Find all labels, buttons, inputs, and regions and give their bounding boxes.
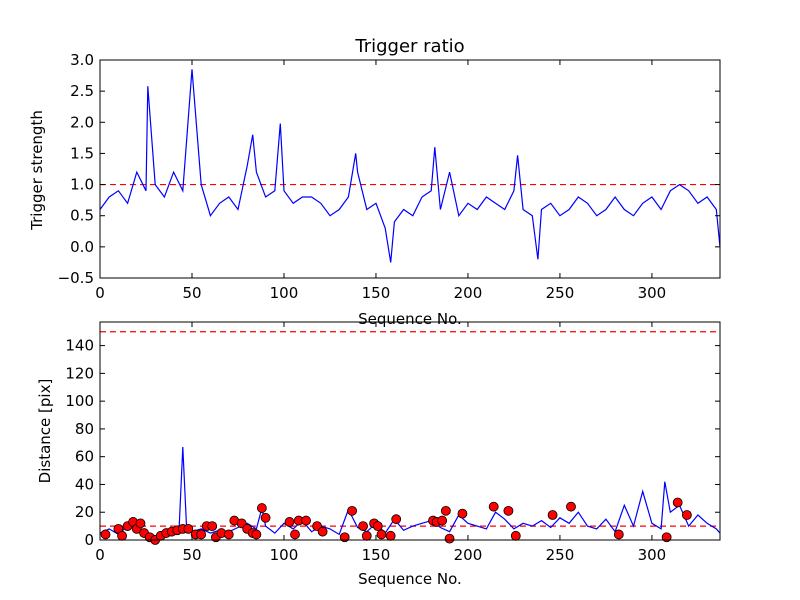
x-tick-label: 100 xyxy=(270,546,299,564)
data-point xyxy=(613,529,624,540)
plot-area: 0 50 100 150 200 250 300 0 20 40 60 80 100 120 140 xyxy=(65,321,721,564)
y-tick-label: 1.0 xyxy=(70,176,94,194)
data-point xyxy=(566,501,576,512)
y-tick-label: 2.5 xyxy=(70,82,94,100)
x-tick-label: 0 xyxy=(95,546,105,564)
y-tick-label: −0.5 xyxy=(58,269,94,287)
y-tick-label: 1.5 xyxy=(70,144,94,162)
data-point xyxy=(376,529,387,540)
data-point xyxy=(385,530,396,541)
data-point xyxy=(437,515,448,526)
y-tick-label: 60 xyxy=(75,448,94,466)
data-point xyxy=(207,521,218,532)
data-point xyxy=(135,518,146,529)
y-tick-label: 3.0 xyxy=(70,51,94,69)
data-point xyxy=(301,515,311,526)
x-axis-label: Sequence No. xyxy=(358,310,462,328)
data-point xyxy=(457,508,468,519)
data-point xyxy=(117,530,127,541)
data-point xyxy=(358,521,368,532)
trigger-ratio-chart: Trigger ratio Sequence No. Trigger stren… xyxy=(28,36,721,328)
data-point xyxy=(317,526,328,537)
x-tick-label: 100 xyxy=(270,284,299,302)
data-point xyxy=(488,501,499,512)
data-point xyxy=(223,529,234,540)
data-point xyxy=(444,533,455,544)
data-point xyxy=(661,532,672,543)
x-tick-label: 300 xyxy=(638,546,667,564)
data-point xyxy=(361,530,372,541)
data-point xyxy=(260,512,271,523)
data-point xyxy=(372,521,383,532)
distance-chart: Sequence No. Distance [pix] 0 50 100 150 200… xyxy=(36,321,721,588)
data-point xyxy=(672,497,683,508)
y-tick-label: 0.0 xyxy=(70,238,94,256)
chart-title: Trigger ratio xyxy=(354,36,464,57)
data-point xyxy=(681,510,692,520)
x-tick-label: 200 xyxy=(454,546,483,564)
data-point xyxy=(100,529,111,540)
x-tick-label: 150 xyxy=(362,546,391,564)
x-axis-label: Sequence No. xyxy=(358,570,462,588)
x-tick-label: 200 xyxy=(454,284,483,302)
x-tick-label: 0 xyxy=(95,284,105,302)
series-line xyxy=(99,69,721,263)
axes-frame xyxy=(99,59,721,279)
data-point xyxy=(347,505,357,516)
data-point xyxy=(339,532,350,543)
y-axis-label: Distance [pix] xyxy=(36,379,54,484)
y-tick-label: 140 xyxy=(65,337,94,355)
x-tick-label: 50 xyxy=(182,284,201,302)
data-point xyxy=(503,505,514,516)
y-tick-label: 40 xyxy=(75,475,94,493)
data-point xyxy=(284,517,295,527)
y-tick-label: 100 xyxy=(65,392,94,410)
x-tick-label: 250 xyxy=(546,284,575,302)
data-point xyxy=(290,529,300,540)
x-tick-label: 250 xyxy=(546,546,575,564)
y-tick-label: 80 xyxy=(75,420,94,438)
y-tick-label: 20 xyxy=(75,503,94,521)
x-tick-label: 50 xyxy=(182,546,201,564)
data-point xyxy=(196,529,207,540)
data-point xyxy=(440,505,451,516)
y-tick-label: 2.0 xyxy=(70,113,94,131)
x-tick-label: 150 xyxy=(362,284,391,302)
plot-area: 0 50 100 150 200 250 300 −0.5 0.0 0.5 1.0 1.5 2.0 2.5… xyxy=(58,51,721,302)
data-point xyxy=(510,530,521,541)
y-tick-label: 0.5 xyxy=(70,207,94,225)
data-point xyxy=(256,503,267,513)
data-point xyxy=(547,510,558,520)
y-tick-label: 120 xyxy=(65,364,94,382)
x-tick-label: 300 xyxy=(638,284,667,302)
data-point xyxy=(183,523,194,534)
y-tick-label: 0 xyxy=(84,531,94,549)
y-axis-label: Trigger strength xyxy=(28,110,46,231)
data-point xyxy=(251,529,262,540)
axes-frame xyxy=(99,321,721,541)
data-point xyxy=(391,514,402,525)
